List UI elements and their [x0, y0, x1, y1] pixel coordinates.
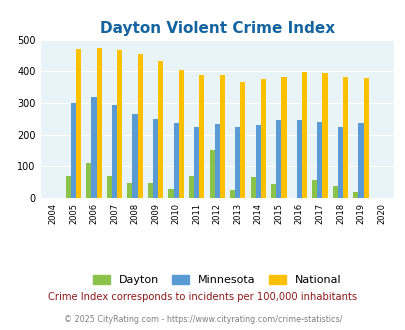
- Bar: [250, 178, 255, 198]
- Bar: [137, 54, 143, 198]
- Bar: [168, 189, 173, 198]
- Bar: [153, 119, 158, 198]
- Bar: [275, 120, 281, 198]
- Bar: [301, 72, 306, 198]
- Bar: [66, 177, 71, 198]
- Bar: [234, 127, 240, 198]
- Bar: [86, 163, 91, 198]
- Bar: [311, 180, 317, 198]
- Bar: [194, 127, 199, 198]
- Bar: [219, 75, 224, 198]
- Bar: [337, 127, 342, 198]
- Bar: [76, 50, 81, 198]
- Text: Crime Index corresponds to incidents per 100,000 inhabitants: Crime Index corresponds to incidents per…: [48, 292, 357, 302]
- Bar: [352, 192, 358, 198]
- Bar: [127, 183, 132, 198]
- Bar: [96, 49, 101, 198]
- Bar: [112, 105, 117, 198]
- Bar: [199, 75, 204, 198]
- Bar: [117, 50, 122, 198]
- Bar: [147, 183, 153, 198]
- Bar: [317, 122, 322, 198]
- Bar: [271, 184, 275, 198]
- Bar: [240, 82, 245, 198]
- Bar: [173, 123, 178, 198]
- Bar: [107, 177, 112, 198]
- Text: © 2025 CityRating.com - https://www.cityrating.com/crime-statistics/: © 2025 CityRating.com - https://www.city…: [64, 315, 341, 324]
- Bar: [362, 78, 368, 198]
- Bar: [358, 123, 362, 198]
- Bar: [230, 190, 234, 198]
- Bar: [255, 124, 260, 198]
- Bar: [132, 114, 137, 198]
- Bar: [209, 150, 214, 198]
- Bar: [178, 70, 183, 198]
- Bar: [281, 77, 286, 198]
- Bar: [342, 77, 347, 198]
- Legend: Dayton, Minnesota, National: Dayton, Minnesota, National: [89, 270, 345, 290]
- Bar: [214, 124, 219, 198]
- Bar: [296, 120, 301, 198]
- Bar: [260, 79, 265, 198]
- Bar: [158, 61, 163, 198]
- Title: Dayton Violent Crime Index: Dayton Violent Crime Index: [99, 21, 334, 36]
- Bar: [91, 97, 96, 198]
- Bar: [322, 73, 327, 198]
- Bar: [188, 177, 194, 198]
- Bar: [332, 186, 337, 198]
- Bar: [71, 103, 76, 198]
